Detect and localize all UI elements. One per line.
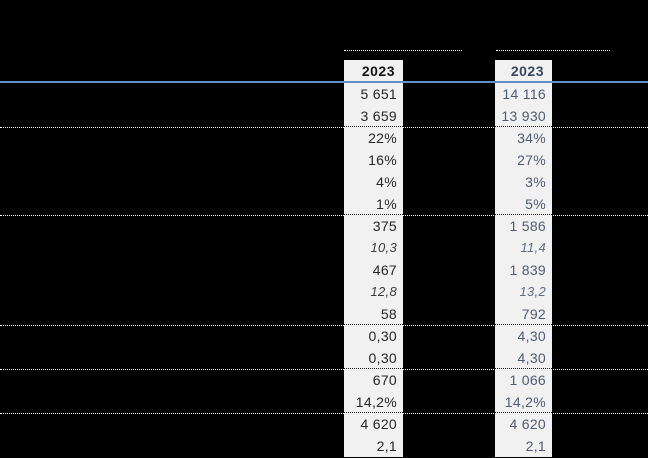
table-cell: 4 620	[509, 416, 546, 432]
section-separator-line	[0, 127, 648, 128]
year-column-strip-1: 2023 5 651 3 659 22% 16% 4% 1% 375 10,3 467 12,8 5…	[344, 60, 403, 457]
column-header-2023: 2023	[510, 63, 544, 79]
table-cell: 4,30	[517, 328, 546, 344]
table-cell: 0,30	[344, 347, 403, 369]
table-cell: 14,2%	[495, 391, 552, 413]
table-cell: 10,3	[370, 240, 397, 255]
table-cell: 13,2	[519, 284, 546, 299]
table-cell: 4,30	[495, 347, 552, 369]
table-cell: 467	[372, 262, 397, 278]
table-cell: 22%	[368, 130, 397, 146]
table-cell: 1 586	[509, 218, 546, 234]
section-separator-line	[0, 215, 648, 216]
column2-top-dotted-line	[496, 50, 610, 51]
table-cell: 5%	[495, 193, 552, 215]
table-cell: 58	[344, 303, 403, 325]
section-separator-line	[0, 413, 648, 414]
section-separator-line	[0, 369, 648, 370]
table-cell: 14 116	[502, 86, 546, 102]
table-cell: 14,2%	[344, 391, 403, 413]
table-cell: 2,1	[525, 438, 546, 454]
table-cell: 11,4	[520, 240, 546, 255]
table-cell: 5 651	[360, 86, 397, 102]
column1-values: 5 651 3 659 22% 16% 4% 1% 375 10,3 467 12,8 58 0,30…	[344, 83, 403, 457]
table-cell: 34%	[517, 130, 546, 146]
table-cell: 12,8	[370, 284, 397, 299]
section-separator-line	[0, 325, 648, 326]
table-cell: 670	[372, 372, 397, 388]
year-column-strip-2: 2023 14 116 13 930 34% 27% 3% 5% 1 586 11,4 1 83…	[495, 60, 552, 457]
column-header-2023: 2023	[361, 63, 395, 79]
table-cell: 0,30	[368, 328, 397, 344]
column1-top-dotted-line	[344, 50, 462, 51]
table-cell: 375	[372, 218, 397, 234]
table-cell: 792	[495, 303, 552, 325]
header-underline-rule	[0, 81, 648, 83]
column2-values: 14 116 13 930 34% 27% 3% 5% 1 586 11,4 1 839 13,2…	[495, 83, 552, 457]
table-cell: 4 620	[360, 416, 397, 432]
table-cell: 4%	[376, 174, 397, 190]
table-cell: 1%	[344, 193, 403, 215]
table-cell: 13 930	[495, 105, 552, 127]
table-cell: 1 066	[509, 372, 546, 388]
table-cell: 3%	[525, 174, 546, 190]
table-cell: 2,1	[376, 438, 397, 454]
table-cell: 1 839	[509, 262, 546, 278]
table-cell: 16%	[368, 152, 397, 168]
table-cell: 27%	[517, 152, 546, 168]
table-cell: 3 659	[344, 105, 403, 127]
